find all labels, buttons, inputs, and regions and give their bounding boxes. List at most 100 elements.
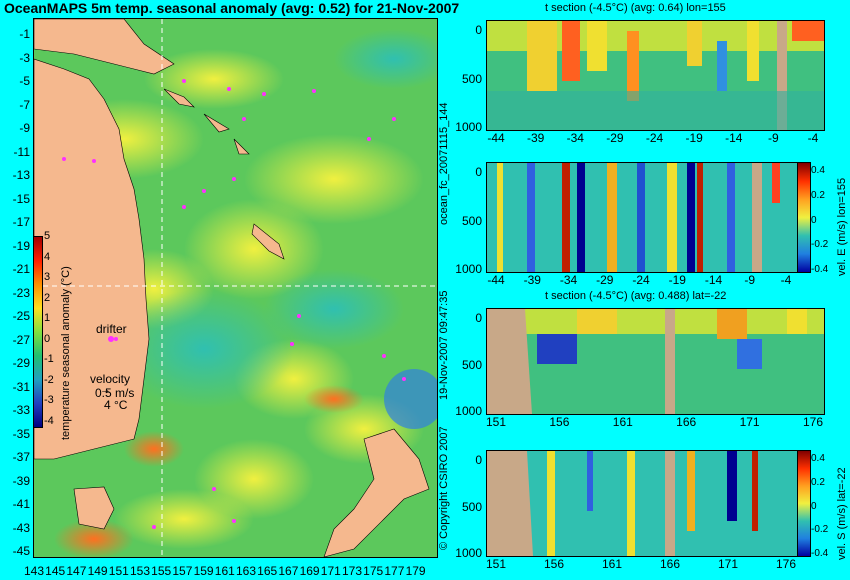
section-bottom-temperature[interactable] xyxy=(486,308,825,415)
section-top-vel-x-tick: -34 xyxy=(559,273,578,287)
colorbar-tick: -4 xyxy=(44,414,54,427)
section-bottom-velocity[interactable] xyxy=(486,450,798,557)
lon-tick: 153 xyxy=(129,564,151,578)
velocity-value: 0.5 m/s xyxy=(95,386,135,400)
section-bottom-vel-x-tick: 176 xyxy=(775,557,797,571)
section-top-vel-y-tick: 1000 xyxy=(455,262,482,276)
section-bottom-vel-x-tick: 156 xyxy=(543,557,565,571)
section-bottom-vel-x-tick: 171 xyxy=(717,557,739,571)
colorbar-tick: -3 xyxy=(44,394,54,406)
lon-tick: 143 xyxy=(23,564,45,578)
lon-tick: 147 xyxy=(66,564,87,578)
lon-tick: 157 xyxy=(172,564,193,578)
section-bottom-temp-x-tick: 171 xyxy=(739,415,760,429)
lat-tick: -9 xyxy=(19,121,30,135)
lat-tick: -19 xyxy=(12,238,30,253)
section-bottom-temp-x-tick: 161 xyxy=(612,415,633,429)
section-bottom-temperature-plot xyxy=(487,309,824,414)
lon-tick: 173 xyxy=(341,564,363,578)
lon-tick: 165 xyxy=(257,564,278,578)
section-top-temp-x-tick: -19 xyxy=(685,131,703,145)
section-bottom-vel-x-tick: 166 xyxy=(659,557,681,571)
lat-tick: -41 xyxy=(12,497,30,511)
lon-tick: 155 xyxy=(151,564,172,578)
section-top-vel-x-tick: -9 xyxy=(744,273,756,287)
copyright-label: © Copyright CSIRO 2007 xyxy=(438,426,450,550)
lat-tick: -31 xyxy=(12,379,30,394)
lat-tick: -3 xyxy=(19,50,30,65)
section-top-velocity-plot xyxy=(487,163,797,272)
section-top-temperature-plot xyxy=(487,21,824,130)
section-bottom-temp-y-tick: 500 xyxy=(461,357,482,372)
temperature-colorbar xyxy=(33,236,43,428)
section-top-vel-x-tick: -14 xyxy=(704,273,723,287)
lon-tick: 179 xyxy=(405,564,426,578)
lon-tick: 175 xyxy=(363,564,384,578)
section-top-vel-y-tick: 500 xyxy=(461,213,482,228)
section-top-temp-x-tick: -4 xyxy=(807,131,819,145)
section-bottom-title: t section (-4.5°C) (avg: 0.488) lat=-22 xyxy=(545,290,727,302)
section-top-temp-x-tick: -44 xyxy=(487,131,505,145)
drifter-legend-marker xyxy=(108,336,114,342)
section-top-temp-x-tick: -14 xyxy=(725,131,743,145)
section-top-temp-y-tick: 500 xyxy=(461,71,482,86)
velocity-s-tick: 0.4 xyxy=(811,453,825,464)
section-top-velocity[interactable] xyxy=(486,162,798,273)
lat-tick: -37 xyxy=(12,450,30,464)
temperature-anomaly-map[interactable] xyxy=(33,18,438,558)
lat-tick: -29 xyxy=(12,356,30,370)
section-top-vel-x-tick: -29 xyxy=(596,273,614,287)
lon-tick: 161 xyxy=(214,564,235,578)
velocity-e-tick: -0.4 xyxy=(811,264,829,275)
lat-tick: -45 xyxy=(12,544,30,558)
forecast-id-label: ocean_fc_20071115_144 xyxy=(438,102,450,225)
colorbar-tick: 3 xyxy=(44,271,51,283)
velocity-e-tick: 0.2 xyxy=(811,189,825,201)
section-top-title: t section (-4.5°C) (avg: 0.64) lon=155 xyxy=(545,2,726,14)
lat-tick: -43 xyxy=(12,520,30,535)
section-top-temperature[interactable] xyxy=(486,20,825,131)
map-canvas xyxy=(34,19,437,557)
section-bottom-temp-x-tick: 176 xyxy=(802,415,824,429)
section-bottom-temp-x-tick: 151 xyxy=(485,415,507,429)
section-bottom-vel-x-tick: 151 xyxy=(485,557,507,571)
drifter-legend-label: drifter xyxy=(96,322,127,336)
section-top-temp-x-tick: -34 xyxy=(566,131,584,145)
section-top-temp-x-tick: -24 xyxy=(645,131,664,145)
lat-tick: -35 xyxy=(12,426,30,441)
lon-tick: 167 xyxy=(278,564,299,578)
colorbar-tick: 4 xyxy=(44,250,51,263)
lat-tick: -17 xyxy=(12,215,30,229)
velocity-s-tick: 0 xyxy=(811,500,817,512)
colorbar-tick: 1 xyxy=(44,312,51,324)
velocity-arrow-icon: → xyxy=(100,384,111,396)
section-top-vel-x-tick: -4 xyxy=(780,273,792,287)
lon-tick: 151 xyxy=(108,564,129,578)
lat-tick: -13 xyxy=(12,168,30,182)
lon-tick: 171 xyxy=(320,564,341,578)
section-bottom-vel-x-tick: 161 xyxy=(601,557,623,571)
lon-tick: 177 xyxy=(384,564,405,578)
section-top-temp-x-tick: -39 xyxy=(526,131,545,145)
colorbar-tick: 5 xyxy=(44,230,51,242)
lat-tick: -39 xyxy=(12,473,30,488)
section-bottom-velocity-plot xyxy=(487,451,797,556)
lat-tick: -25 xyxy=(12,309,30,323)
section-top-vel-x-tick: -39 xyxy=(523,273,541,287)
lat-tick: -5 xyxy=(19,74,30,88)
timestamp-label: 19-Nov-2007 09:47:35 xyxy=(438,290,450,400)
colorbar-tick: 2 xyxy=(44,291,51,304)
velocity-scale: 4 °C xyxy=(104,398,128,412)
velocity-legend-label: velocity xyxy=(90,372,131,386)
lat-tick: -11 xyxy=(13,144,30,159)
section-bottom-temp-y-tick: 1000 xyxy=(455,404,482,418)
section-top-vel-x-tick: -24 xyxy=(632,273,650,287)
velocity-colorbar-bottom xyxy=(797,450,811,557)
lon-tick: 149 xyxy=(87,564,108,578)
section-top-vel-y-tick: 0 xyxy=(475,165,482,179)
lat-tick: -7 xyxy=(19,97,30,112)
velocity-e-label: vel. E (m/s) lon=155 xyxy=(836,177,848,276)
map-title: OceanMAPS 5m temp. seasonal anomaly (avg… xyxy=(4,0,460,16)
lat-tick: -23 xyxy=(12,285,30,300)
section-top-temp-x-tick: -29 xyxy=(606,131,624,145)
